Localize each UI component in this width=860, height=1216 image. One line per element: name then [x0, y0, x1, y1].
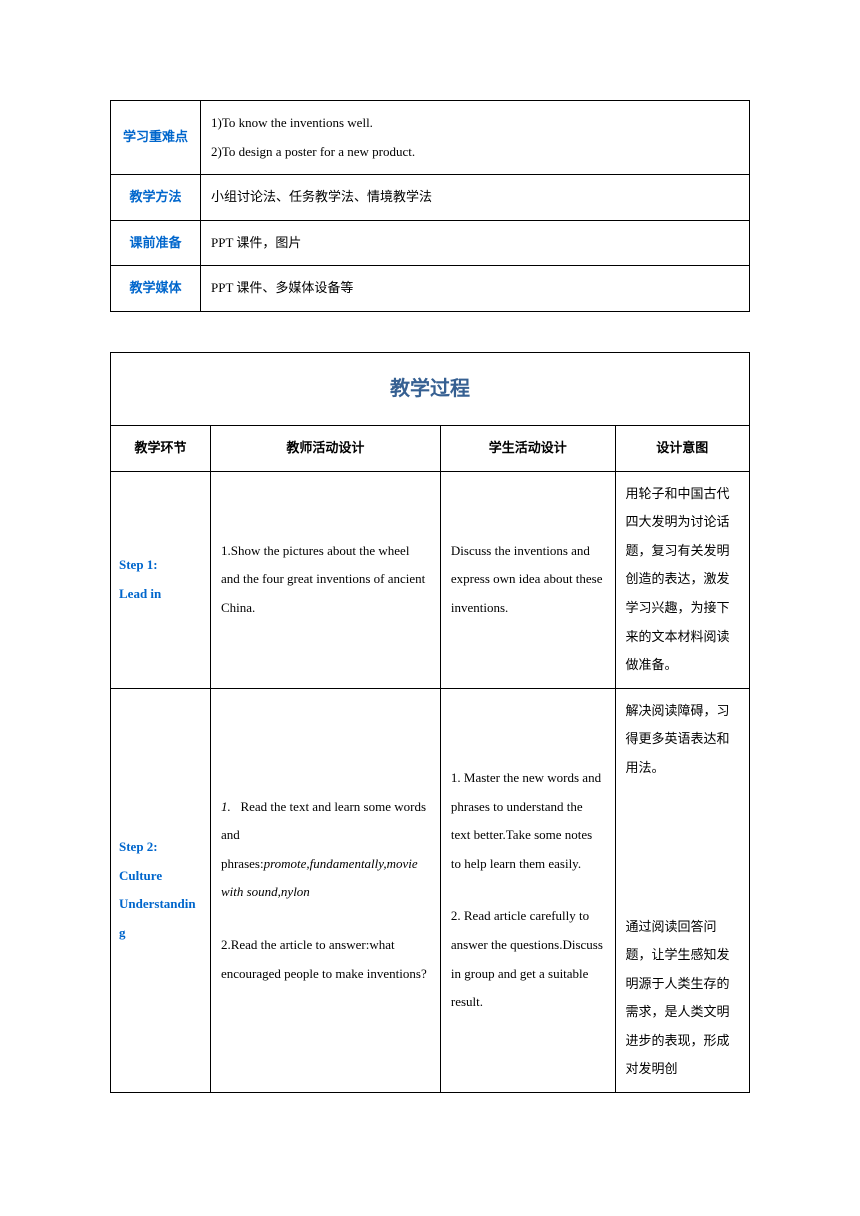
step2-intent1: 解决阅读障碍，习得更多英语表达和用法。	[626, 697, 739, 783]
step2-intent: 解决阅读障碍，习得更多英语表达和用法。 通过阅读回答问题，让学生感知发明源于人类…	[615, 688, 749, 1092]
media-content: PPT 课件、多媒体设备等	[201, 266, 750, 312]
header-row: 教学环节 教师活动设计 学生活动设计 设计意图	[111, 425, 750, 471]
step2-label-line2: Culture	[119, 862, 200, 891]
prep-label: 课前准备	[111, 220, 201, 266]
step1-teacher: 1.Show the pictures about the wheel and …	[210, 471, 440, 688]
media-label: 教学媒体	[111, 266, 201, 312]
difficulty-content: 1)To know the inventions well. 2)To desi…	[201, 101, 750, 175]
step1-label-line2: Lead in	[119, 580, 200, 609]
step2-label: Step 2: Culture Understandin g	[111, 688, 211, 1092]
info-table: 学习重难点 1)To know the inventions well. 2)T…	[110, 100, 750, 312]
process-table: 教学过程 教学环节 教师活动设计 学生活动设计 设计意图 Step 1: Lea…	[110, 352, 750, 1093]
spacer	[626, 783, 739, 913]
spacer	[221, 907, 430, 931]
step2-teacher1-num: 1.	[221, 799, 231, 814]
header-student: 学生活动设计	[440, 425, 615, 471]
method-label: 教学方法	[111, 175, 201, 221]
step1-row: Step 1: Lead in 1.Show the pictures abou…	[111, 471, 750, 688]
step2-intent2: 通过阅读回答问题，让学生感知发明源于人类生存的需求，是人类文明进步的表现，形成对…	[626, 913, 739, 1085]
header-teacher: 教师活动设计	[210, 425, 440, 471]
step1-intent: 用轮子和中国古代四大发明为讨论话题，复习有关发明创造的表达，激发学习兴趣，为接下…	[615, 471, 749, 688]
step2-teacher1-italic: promote,fundamentally,movie with sound,n…	[221, 856, 418, 900]
difficulty-label: 学习重难点	[111, 101, 201, 175]
step2-teacher: 1. Read the text and learn some words an…	[210, 688, 440, 1092]
table-row: 教学媒体 PPT 课件、多媒体设备等	[111, 266, 750, 312]
step2-teacher1b: phrases:promote,fundamentally,movie with…	[221, 850, 430, 907]
difficulty-line2: 2)To design a poster for a new product.	[211, 138, 739, 167]
table-row: 教学方法 小组讨论法、任务教学法、情境教学法	[111, 175, 750, 221]
header-step: 教学环节	[111, 425, 211, 471]
step2-teacher2: 2.Read the article to answer:what encour…	[221, 931, 430, 988]
method-content: 小组讨论法、任务教学法、情境教学法	[201, 175, 750, 221]
step2-student2: 2. Read article carefully to answer the …	[451, 902, 605, 1016]
step2-student: 1. Master the new words and phrases to u…	[440, 688, 615, 1092]
spacer	[451, 878, 605, 902]
step1-label-line1: Step 1:	[119, 551, 200, 580]
process-title: 教学过程	[111, 352, 750, 425]
difficulty-line1: 1)To know the inventions well.	[211, 109, 739, 138]
prep-content: PPT 课件，图片	[201, 220, 750, 266]
table-row: 课前准备 PPT 课件，图片	[111, 220, 750, 266]
step2-student1: 1. Master the new words and phrases to u…	[451, 764, 605, 878]
step1-student: Discuss the inventions and express own i…	[440, 471, 615, 688]
header-intent: 设计意图	[615, 425, 749, 471]
step2-label-line1: Step 2:	[119, 833, 200, 862]
step1-label: Step 1: Lead in	[111, 471, 211, 688]
step2-row: Step 2: Culture Understandin g 1. Read t…	[111, 688, 750, 1092]
step2-label-line4: g	[119, 919, 200, 948]
step2-teacher1: 1. Read the text and learn some words an…	[221, 793, 430, 850]
table-row: 学习重难点 1)To know the inventions well. 2)T…	[111, 101, 750, 175]
step2-label-line3: Understandin	[119, 890, 200, 919]
title-row: 教学过程	[111, 352, 750, 425]
